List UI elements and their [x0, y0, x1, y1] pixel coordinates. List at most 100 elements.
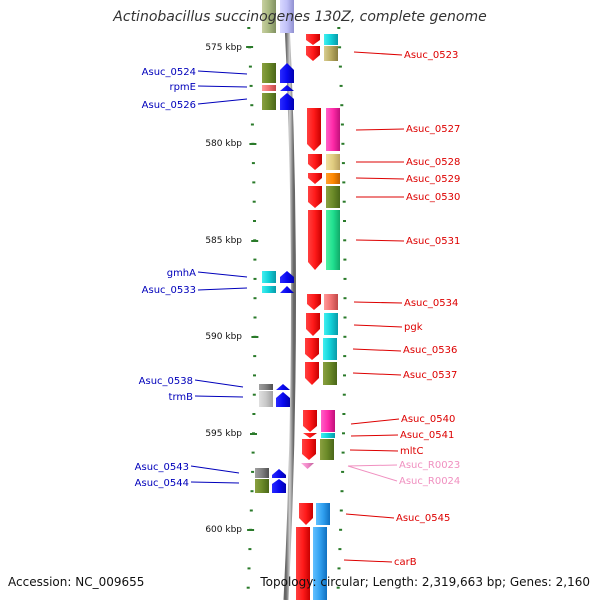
gene-arrow-rpme[interactable]	[280, 85, 294, 91]
gene-label-asuc-0538[interactable]: Asuc_0538	[139, 376, 193, 387]
gene-label-asuc-0523[interactable]: Asuc_0523	[404, 50, 458, 61]
tick-mark	[338, 46, 342, 49]
gene-block-asuc-0526[interactable]	[262, 93, 276, 110]
gene-label-asuc-0534[interactable]: Asuc_0534	[404, 298, 458, 309]
gene-label-asuc-0536[interactable]: Asuc_0536	[403, 345, 457, 356]
gene-block-asuc-0540[interactable]	[321, 410, 335, 432]
tick-mark	[253, 374, 256, 377]
gene-block-asuc-0545[interactable]	[316, 503, 330, 525]
gene-label-asuc-0533[interactable]: Asuc_0533	[142, 285, 196, 296]
tick-mark	[253, 316, 257, 319]
gene-block-asuc-0543[interactable]	[255, 468, 269, 478]
tick-mark	[343, 335, 347, 338]
gene-arrow-asuc-0540[interactable]	[303, 410, 317, 432]
gene-arrow-mltc[interactable]	[302, 439, 316, 460]
gene-label-trmb[interactable]: trmB	[169, 392, 194, 403]
gene-block-carb[interactable]	[313, 527, 327, 600]
tick-mark	[339, 84, 343, 87]
gene-arrow-asuc-0526[interactable]	[280, 93, 294, 110]
gene-block-asuc-0529[interactable]	[326, 173, 340, 184]
gene-arrow-asuc-0533[interactable]	[280, 286, 294, 293]
gene-arrow-asuc-0523[interactable]	[306, 46, 320, 61]
kbp-marker-575: 575 kbp	[205, 43, 242, 53]
gene-arrow-asuc-0543[interactable]	[272, 469, 286, 478]
tick-mark	[253, 220, 256, 222]
gene-label-carb[interactable]: carB	[394, 557, 417, 568]
gene-arrow-asuc-0527[interactable]	[307, 108, 321, 151]
gene-block-asuc-0538[interactable]	[259, 384, 273, 390]
gene-label-asuc-0544[interactable]: Asuc_0544	[135, 478, 189, 489]
rna-label-asuc-r0024[interactable]: Asuc_R0024	[399, 476, 460, 487]
gene-arrow-asuc-0530[interactable]	[308, 186, 322, 208]
gene-label-asuc-0541[interactable]: Asuc_0541	[400, 430, 454, 441]
gene-block-asuc-0534[interactable]	[324, 294, 338, 310]
reverse-labels: Asuc_0524 rpmE Asuc_0526 gmhA Asuc_0533 …	[135, 67, 248, 489]
gene-label-asuc-0545[interactable]: Asuc_0545	[396, 513, 450, 524]
gene-block-mltc[interactable]	[320, 439, 334, 460]
gene-arrow-asuc-0529[interactable]	[308, 173, 322, 184]
tick-mark	[343, 297, 347, 300]
gene-arrow-asuc-0531[interactable]	[308, 210, 322, 270]
tick-mark	[339, 509, 343, 512]
gene-label-asuc-0537[interactable]: Asuc_0537	[403, 370, 457, 381]
gene-arrow-carb[interactable]	[296, 527, 310, 600]
gene-block-pgk[interactable]	[324, 313, 338, 335]
gene-block-gmha[interactable]	[262, 271, 276, 283]
gene-arrow-asuc-0523a[interactable]	[306, 34, 320, 45]
gene-arrow-asuc-0528[interactable]	[308, 154, 322, 170]
gene-arrow-asuc-0538[interactable]	[276, 384, 290, 390]
gene-label-asuc-0531[interactable]: Asuc_0531	[406, 236, 460, 247]
rna-label-asuc-r0023[interactable]: Asuc_R0023	[399, 460, 460, 471]
gene-label-asuc-0543[interactable]: Asuc_0543	[135, 462, 189, 473]
tick-mark	[343, 220, 346, 222]
gene-block-asuc-0528[interactable]	[326, 154, 340, 170]
gene-block-asuc-0523[interactable]	[324, 46, 338, 61]
gene-arrow-asuc-0524[interactable]	[280, 63, 294, 83]
gene-label-mltc[interactable]: mltC	[400, 446, 423, 457]
gene-label-asuc-0526[interactable]: Asuc_0526	[142, 100, 196, 111]
gene-arrow-asuc-0537[interactable]	[305, 362, 319, 385]
gene-arrow-pgk[interactable]	[306, 313, 320, 336]
gene-block-asuc-0527[interactable]	[326, 108, 340, 151]
gene-arrow-asuc-0536[interactable]	[305, 338, 319, 360]
rna-arrow-asuc-r0023[interactable]	[301, 463, 314, 469]
gene-arrow-trmb[interactable]	[276, 392, 290, 407]
gene-label-gmha[interactable]: gmhA	[167, 268, 196, 279]
tick-mark	[337, 27, 341, 29]
gene-label-asuc-0529[interactable]: Asuc_0529	[406, 174, 460, 185]
gene-block-asuc-0536[interactable]	[323, 338, 337, 360]
gene-block-asuc-0544[interactable]	[255, 479, 269, 493]
tick-mark	[247, 567, 251, 570]
gene-block-asuc-0531[interactable]	[326, 210, 340, 270]
gene-block-asuc-0537[interactable]	[323, 362, 337, 385]
tick-mark	[341, 162, 345, 165]
gene-label-pgk[interactable]: pgk	[404, 322, 423, 333]
gene-block[interactable]	[280, 0, 294, 33]
kbp-marker-585: 585 kbp	[205, 236, 242, 246]
gene-block-asuc-0523a[interactable]	[324, 34, 338, 45]
gene-label-asuc-0524[interactable]: Asuc_0524	[142, 67, 196, 78]
gene-arrow-asuc-0534[interactable]	[307, 294, 321, 310]
gene-block[interactable]	[262, 0, 276, 33]
gene-arrow-gmha[interactable]	[280, 271, 294, 283]
reverse-features	[255, 0, 294, 493]
tick-mark	[341, 451, 345, 454]
gene-block-asuc-0541[interactable]	[321, 433, 335, 438]
gene-arrow-asuc-0544[interactable]	[272, 479, 286, 493]
gene-block-asuc-0524[interactable]	[262, 63, 276, 83]
gene-block-asuc-0533[interactable]	[262, 286, 276, 293]
gene-label-rpme[interactable]: rpmE	[169, 82, 196, 93]
gene-block-asuc-0530[interactable]	[326, 186, 340, 208]
tick-mark	[252, 393, 256, 396]
gene-block-rpme[interactable]	[262, 85, 276, 91]
gene-label-asuc-0528[interactable]: Asuc_0528	[406, 157, 460, 168]
gene-label-asuc-0530[interactable]: Asuc_0530	[406, 192, 460, 203]
gene-arrow-asuc-0541[interactable]	[303, 433, 317, 438]
tick-mark	[253, 258, 257, 261]
tick-mark	[249, 509, 253, 512]
gene-block-trmb[interactable]	[259, 391, 273, 407]
gene-label-asuc-0540[interactable]: Asuc_0540	[401, 414, 455, 425]
gene-arrow-asuc-0545[interactable]	[299, 503, 313, 525]
gene-label-asuc-0527[interactable]: Asuc_0527	[406, 124, 460, 135]
